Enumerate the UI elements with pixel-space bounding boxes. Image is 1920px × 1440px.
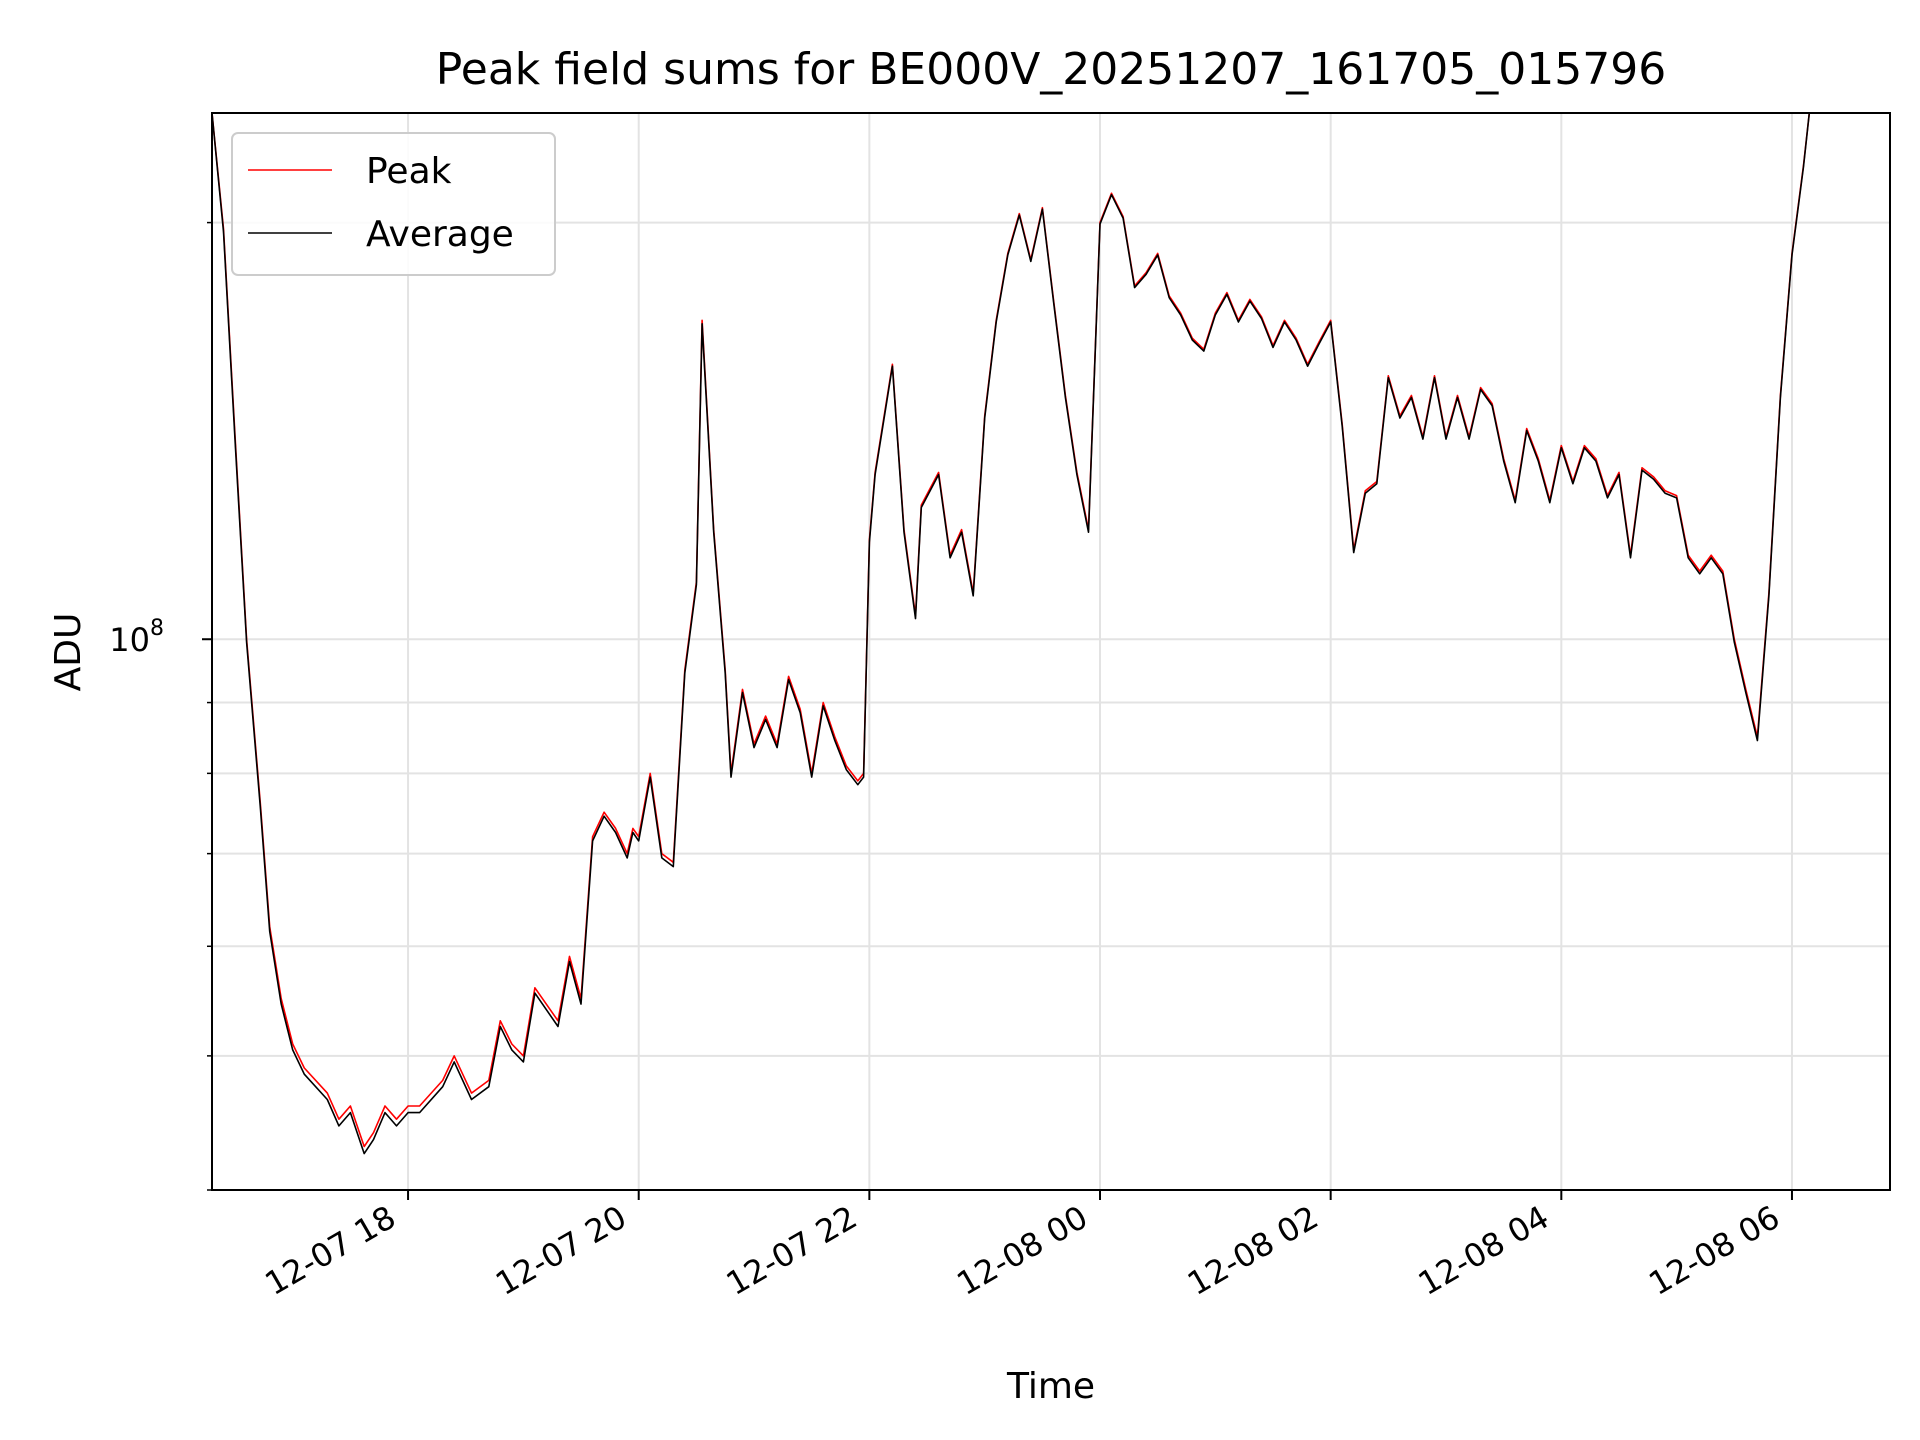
legend-label-average: Average — [366, 214, 514, 255]
y-axis-ticks: 10 8 — [109, 221, 212, 1191]
legend-label-peak: Peak — [366, 151, 452, 192]
chart-title: Peak field sums for BE000V_20251207_1617… — [436, 44, 1666, 95]
y-tick-label-exponent: 8 — [150, 616, 164, 641]
legend-box — [231, 132, 556, 276]
y-tick-label-base: 10 — [109, 621, 150, 659]
x-axis-label: Time — [1006, 1366, 1095, 1407]
series-layer — [212, 113, 1815, 1155]
series-line-average — [212, 113, 1815, 1155]
y-axis-label: ADU — [48, 613, 89, 692]
legend: Peak Average — [231, 132, 556, 276]
plot-area-frame — [211, 112, 1891, 1191]
